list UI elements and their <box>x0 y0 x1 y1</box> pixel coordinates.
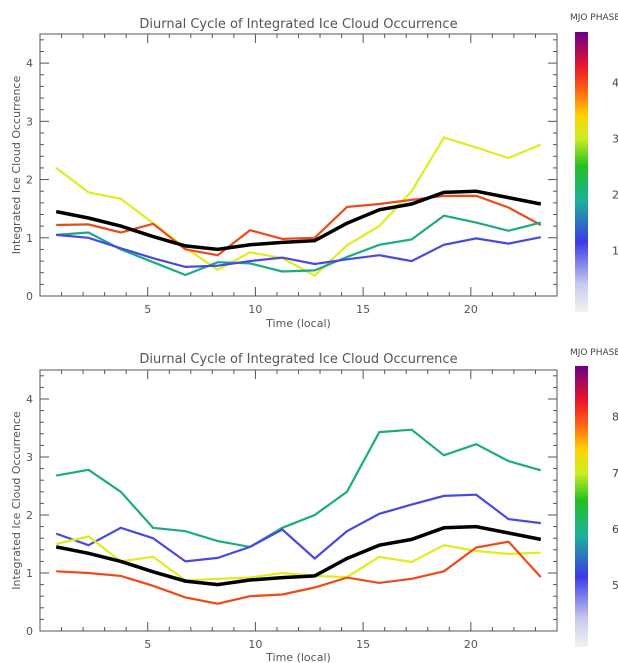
colorbar-tick-label: 5 <box>612 579 618 592</box>
colorbar: MJO PHASE 8 7 6 5 <box>570 348 618 647</box>
series-line-3 <box>56 214 542 277</box>
plot-frame <box>39 33 558 297</box>
chart-title: Diurnal Cycle of Integrated Ice Cloud Oc… <box>139 352 457 367</box>
x-tick-label: 5 <box>144 638 151 651</box>
series-line-3 <box>55 535 541 582</box>
x-tick-label: 10 <box>248 303 262 316</box>
colorbar-tick-label: 8 <box>612 411 618 424</box>
y-tick-label: 4 <box>26 57 33 70</box>
series-line-2 <box>56 194 542 257</box>
colorbar-title: MJO PHASE <box>570 13 618 23</box>
y-tick-label: 1 <box>26 232 33 245</box>
colorbar-tick-label: 2 <box>612 188 618 201</box>
colorbar-tick-label: 6 <box>612 523 618 536</box>
y-tick-label: 4 <box>26 393 33 406</box>
y-tick-label: 3 <box>26 451 33 464</box>
series-line-1 <box>56 428 542 549</box>
chart-title: Diurnal Cycle of Integrated Ice Cloud Oc… <box>139 17 457 32</box>
colorbar: MJO PHASE 4 3 2 1 <box>570 13 618 312</box>
x-tick-label: 20 <box>464 638 478 651</box>
x-tick-label: 5 <box>144 303 151 316</box>
x-axis-label: Time (local) <box>265 317 331 330</box>
y-tick-label: 2 <box>26 174 33 187</box>
colorbar-tick-label: 3 <box>612 132 618 145</box>
x-tick-label: 20 <box>464 303 478 316</box>
chart-1: Diurnal Cycle of Integrated Ice Cloud Oc… <box>10 13 618 330</box>
y-axis-label: Integrated Ice Cloud Occurrence <box>10 76 23 255</box>
y-axis-label: Integrated Ice Cloud Occurrence <box>10 411 23 590</box>
y-tick-label: 0 <box>26 290 33 303</box>
y-tick-label: 0 <box>26 625 33 638</box>
series-line-5 <box>55 524 542 587</box>
series-line-2 <box>55 493 541 563</box>
colorbar-gradient <box>575 32 588 312</box>
y-tick-label: 2 <box>26 509 33 522</box>
colorbar-title: MJO PHASE <box>570 348 618 358</box>
y-tick-label: 1 <box>26 567 33 580</box>
x-tick-label: 15 <box>356 303 370 316</box>
series-line-4 <box>56 540 542 605</box>
series-line-5 <box>55 189 542 252</box>
colorbar-tick-label: 4 <box>612 76 618 89</box>
series-line-4 <box>56 233 542 269</box>
y-tick-label: 3 <box>26 115 33 128</box>
series-line-1 <box>55 136 542 277</box>
colorbar-tick-label: 1 <box>612 244 618 257</box>
colorbar-gradient <box>575 366 588 647</box>
x-tick-label: 10 <box>248 638 262 651</box>
chart-2: Diurnal Cycle of Integrated Ice Cloud Oc… <box>10 348 618 663</box>
x-axis-label: Time (local) <box>265 651 331 663</box>
x-tick-label: 15 <box>356 638 370 651</box>
colorbar-tick-label: 7 <box>612 467 618 480</box>
